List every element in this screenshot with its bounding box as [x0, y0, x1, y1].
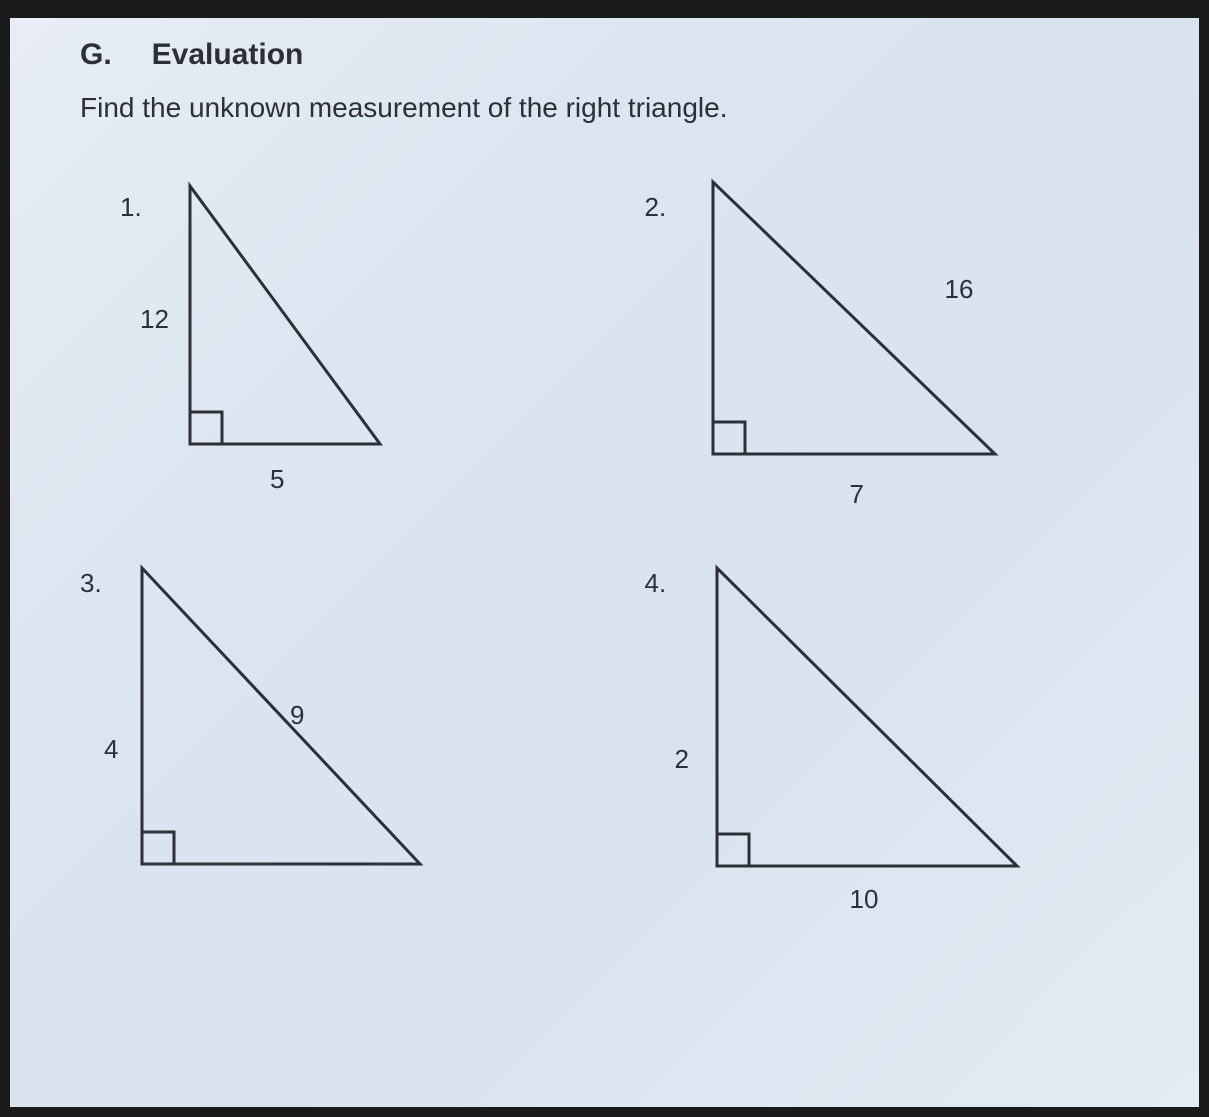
triangle-diagram — [635, 554, 1035, 914]
side-label: 9 — [290, 700, 304, 731]
side-label: 5 — [270, 464, 284, 495]
side-label: 7 — [850, 479, 864, 510]
triangle-diagram — [635, 164, 1015, 504]
side-label: 16 — [945, 274, 974, 305]
question-number: 4. — [645, 568, 667, 599]
outer-frame: G. Evaluation Find the unknown measureme… — [0, 0, 1209, 1117]
triangle-diagram — [80, 554, 440, 894]
side-label: 4 — [104, 734, 118, 765]
section-letter: G. — [80, 38, 112, 72]
question-number: 2. — [645, 192, 667, 223]
side-label: 12 — [140, 304, 169, 335]
section-header: G. Evaluation — [80, 38, 1129, 72]
question-number: 3. — [80, 568, 102, 599]
question-number: 1. — [120, 192, 142, 223]
instruction-text: Find the unknown measurement of the righ… — [80, 92, 1129, 124]
side-label: 10 — [850, 884, 879, 915]
problem-2: 2. 16 7 — [635, 164, 1130, 524]
problem-4: 4. 2 10 — [635, 554, 1130, 914]
section-title: Evaluation — [152, 38, 304, 72]
problem-3: 3. 4 9 — [80, 554, 575, 914]
problem-grid: 1. 12 5 2. 16 7 3. 4 9 4. 2 10 — [80, 164, 1129, 914]
problem-1: 1. 12 5 — [80, 164, 575, 524]
side-label: 2 — [675, 744, 689, 775]
worksheet-page: G. Evaluation Find the unknown measureme… — [10, 18, 1199, 1107]
